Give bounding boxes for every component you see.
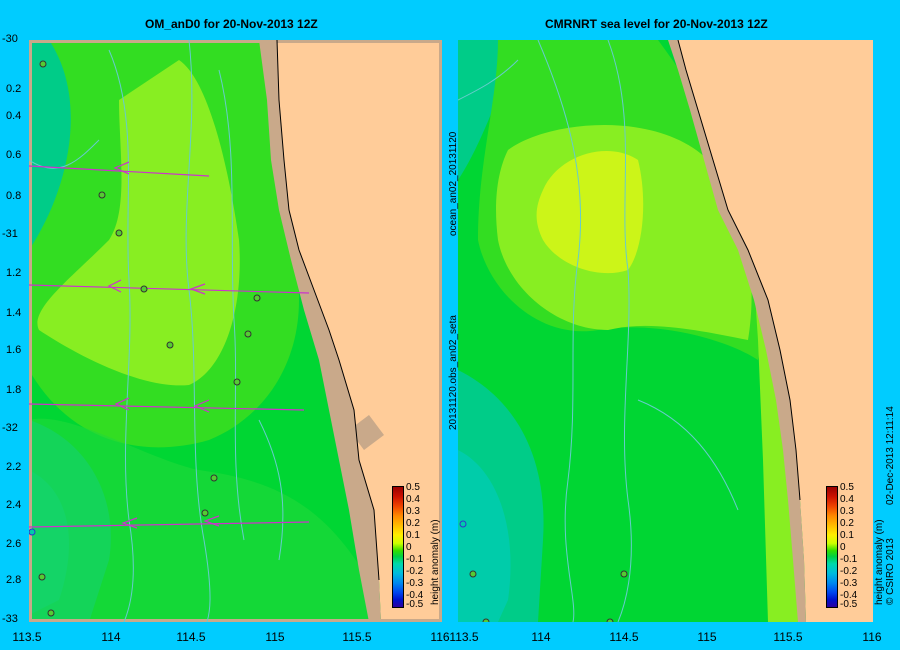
y-tick: 0.6 <box>6 149 22 161</box>
x-tick: 116 <box>862 630 882 644</box>
right-colorbar <box>826 486 838 608</box>
colorbar-tick: 0.3 <box>406 506 420 517</box>
colorbar-tick: -0.5 <box>840 599 858 610</box>
left-colorbar-unit: height anomaly (m) <box>430 519 441 605</box>
colorbar-tick: -0.1 <box>840 554 858 565</box>
x-tick: 113.5 <box>12 630 42 644</box>
y-tick: -31 <box>2 228 18 240</box>
left-colorbar <box>392 486 404 608</box>
y-tick: 0.8 <box>6 190 22 202</box>
colorbar-tick: -0.2 <box>840 566 858 577</box>
y-tick: -32 <box>2 422 18 434</box>
colorbar-tick: 0.5 <box>406 482 420 493</box>
y-tick: 0.2 <box>6 83 22 95</box>
colorbar-tick: 0.1 <box>406 530 420 541</box>
x-tick: 114.5 <box>609 630 639 644</box>
x-tick: 113.5 <box>449 630 479 644</box>
x-tick: 114.5 <box>176 630 206 644</box>
timestamp-text: 02-Dec-2013 12:11:14 <box>885 406 896 505</box>
x-tick: 115 <box>697 630 717 644</box>
colorbar-tick: 0.1 <box>840 530 854 541</box>
colorbar-tick: -0.1 <box>406 554 424 565</box>
left-map <box>29 40 442 622</box>
y-tick: -33 <box>2 613 18 625</box>
x-tick: 114 <box>101 630 121 644</box>
y-tick: 1.6 <box>6 344 22 356</box>
colorbar-tick: 0.2 <box>840 518 854 529</box>
y-tick: 1.8 <box>6 384 22 396</box>
y-tick: 1.2 <box>6 267 22 279</box>
colorbar-tick: -0.3 <box>406 578 424 589</box>
obs-analysis-label: 20131120.obs_an02_seta <box>448 315 459 430</box>
colorbar-tick: 0.4 <box>406 494 420 505</box>
x-tick: 115.5 <box>773 630 803 644</box>
right-map <box>458 40 873 622</box>
colorbar-tick: -0.2 <box>406 566 424 577</box>
left-panel-title: OM_anD0 for 20-Nov-2013 12Z <box>145 17 318 31</box>
copyright-text: © CSIRO 2013 <box>885 538 896 605</box>
colorbar-tick: -0.4 <box>840 590 858 601</box>
x-tick: 115 <box>265 630 285 644</box>
x-tick: 114 <box>531 630 551 644</box>
colorbar-tick: 0 <box>840 542 846 553</box>
colorbar-tick: -0.4 <box>406 590 424 601</box>
x-tick: 116 <box>430 630 450 644</box>
y-tick: 2.4 <box>6 499 22 511</box>
colorbar-tick: 0.2 <box>406 518 420 529</box>
y-tick: 1.4 <box>6 307 22 319</box>
colorbar-tick: 0 <box>406 542 412 553</box>
y-tick: 2.2 <box>6 461 22 473</box>
colorbar-tick: -0.5 <box>406 599 424 610</box>
y-tick: 2.6 <box>6 538 22 550</box>
colorbar-tick: 0.4 <box>840 494 854 505</box>
x-tick: 115.5 <box>342 630 372 644</box>
colorbar-tick: 0.3 <box>840 506 854 517</box>
right-panel-title: CMRNRT sea level for 20-Nov-2013 12Z <box>545 17 768 31</box>
y-tick: 2.8 <box>6 574 22 586</box>
colorbar-tick: -0.3 <box>840 578 858 589</box>
right-colorbar-unit: height anomaly (m) <box>874 519 885 605</box>
y-tick: 0.4 <box>6 110 22 122</box>
y-tick: -30 <box>2 33 18 45</box>
ocean-analysis-label: ocean_an02_20131120 <box>448 131 459 236</box>
colorbar-tick: 0.5 <box>840 482 854 493</box>
